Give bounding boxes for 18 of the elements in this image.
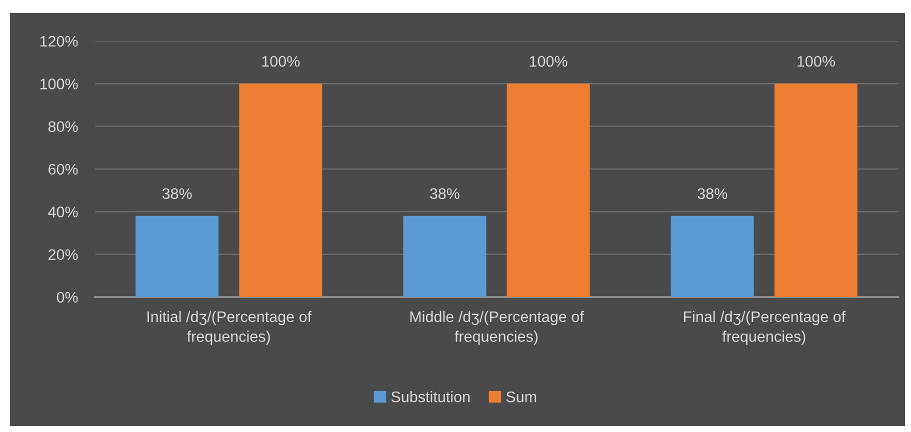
data-label: 100% bbox=[798, 56, 835, 67]
y-tick-label: 60% bbox=[48, 164, 78, 175]
data-label: 38% bbox=[698, 188, 728, 200]
y-tick-label: 80% bbox=[48, 121, 78, 132]
legend-label: Sum bbox=[506, 391, 536, 402]
y-tick-label: 40% bbox=[48, 206, 78, 218]
data-label: 100% bbox=[262, 56, 300, 67]
x-tick-label: Final /dʒ/(Percentage of frequencies) bbox=[684, 310, 846, 345]
y-tick-label: 0% bbox=[56, 292, 78, 303]
x-tick-label: Initial /dʒ/(Percentage of frequencies) bbox=[148, 310, 312, 345]
data-label: 38% bbox=[162, 188, 192, 200]
data-label: 38% bbox=[430, 188, 460, 200]
y-tick-label: 20% bbox=[48, 249, 78, 260]
y-tick-label: 120% bbox=[40, 36, 78, 47]
x-tick-label: Middle /dʒ/(Percentage of frequencies) bbox=[410, 310, 584, 345]
data-label: 100% bbox=[530, 56, 568, 67]
y-tick-label: 100% bbox=[40, 78, 78, 90]
legend-label: Substitution bbox=[391, 391, 470, 402]
